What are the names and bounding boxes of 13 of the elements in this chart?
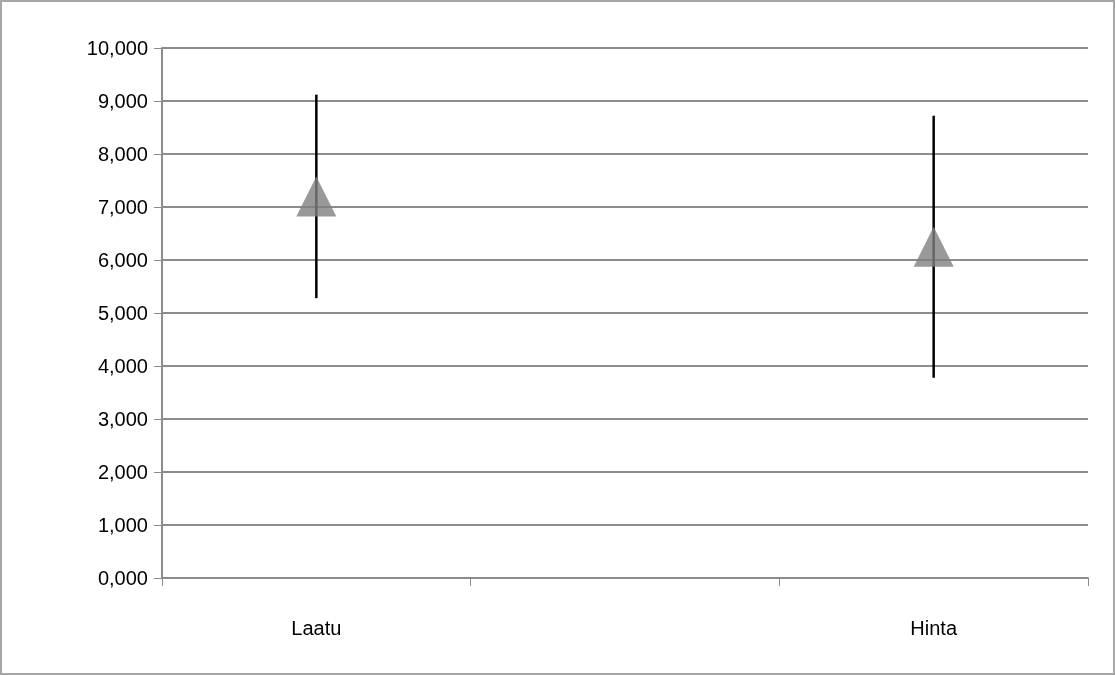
- y-tick-label: 2,000: [97, 461, 148, 483]
- y-tick-label: 7,000: [97, 196, 148, 218]
- y-tick-label: 1,000: [97, 514, 148, 536]
- y-tick-label: 4,000: [97, 355, 148, 377]
- y-tick-label: 8,000: [97, 143, 148, 165]
- y-tick-label: 0,000: [97, 567, 148, 589]
- y-tick-label: 6,000: [97, 249, 148, 271]
- y-tick-label: 9,000: [97, 90, 148, 112]
- x-tick-label: Hinta: [910, 617, 958, 639]
- x-tick-label: Laatu: [291, 617, 342, 639]
- y-tick-label: 5,000: [97, 302, 148, 324]
- y-tick-label: 3,000: [97, 408, 148, 430]
- y-tick-label: 10,000: [86, 37, 148, 59]
